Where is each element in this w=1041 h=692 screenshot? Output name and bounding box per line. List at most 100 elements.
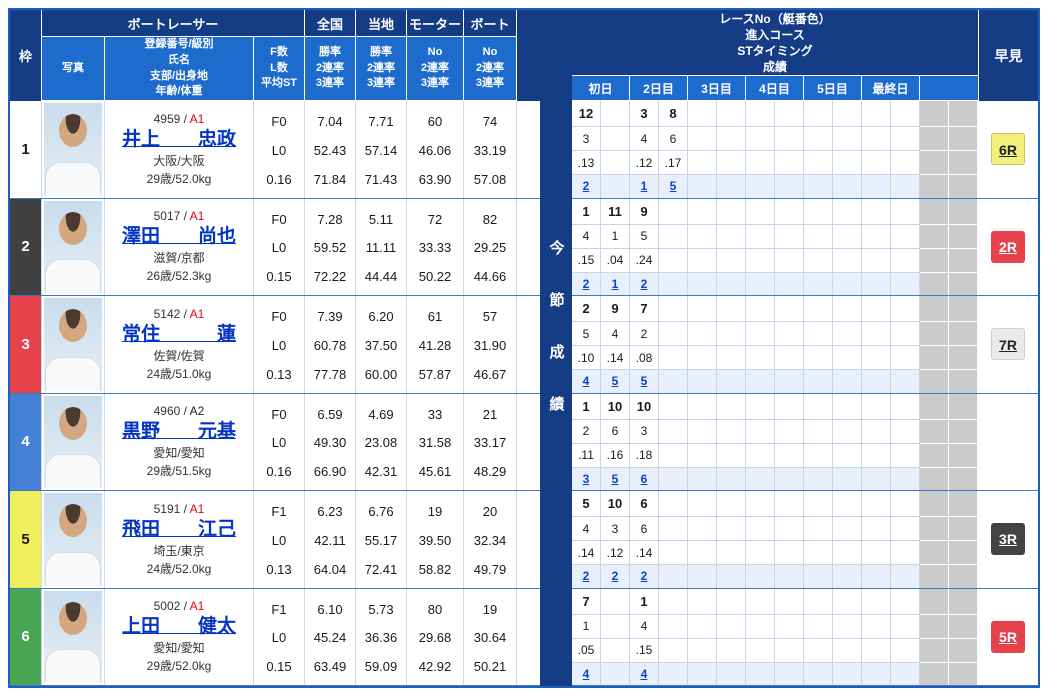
result-cell xyxy=(833,467,862,490)
motor-3rate: 58.82 xyxy=(418,561,452,577)
hayami-race-link[interactable]: 2R xyxy=(991,230,1025,263)
hayami-race-link[interactable]: 5R xyxy=(991,620,1025,653)
race-cell xyxy=(717,198,746,225)
race-cell xyxy=(659,588,688,615)
result-cell: 1 xyxy=(630,175,659,198)
racer-table: 枠 ボートレーサー 全国 当地 モーター ボート 写真 登録番号/級別 氏名 支… xyxy=(10,10,540,686)
race-cell: 3 xyxy=(630,101,659,127)
course-cell xyxy=(775,322,804,346)
result-link[interactable]: 2 xyxy=(582,569,590,584)
race-cell: 6 xyxy=(630,491,659,517)
race-cell xyxy=(949,296,978,322)
st-cell: .08 xyxy=(630,346,659,370)
f-count: F1 xyxy=(271,601,287,617)
hayami-race-link[interactable]: 3R xyxy=(991,523,1025,556)
national-win-rate: 6.59 xyxy=(317,406,343,422)
racer-name-link[interactable]: 黒野 元基 xyxy=(121,421,236,443)
row-spacer xyxy=(517,199,540,296)
course-cell xyxy=(775,419,804,444)
result-cell xyxy=(659,565,688,588)
st-cell: .12 xyxy=(601,541,630,565)
course-cell xyxy=(688,322,717,346)
racer-name-link[interactable]: 井上 忠政 xyxy=(121,128,236,150)
racer-name-link[interactable]: 常住 蓮 xyxy=(121,323,236,345)
boat-stats: 74 33.19 57.08 xyxy=(464,101,517,198)
f-count: F0 xyxy=(271,406,287,422)
race-cell xyxy=(688,491,717,517)
result-link[interactable]: 2 xyxy=(611,569,619,584)
course-cell xyxy=(804,517,833,541)
header-motor-rates: No 2連率 3連率 xyxy=(407,37,464,101)
course-cell xyxy=(862,419,891,444)
result-link[interactable]: 5 xyxy=(611,471,619,486)
st-cell xyxy=(775,638,804,663)
registration-line: 5017 / A1 xyxy=(154,209,205,223)
boat-2rate: 33.17 xyxy=(473,435,507,451)
course-cell: 4 xyxy=(630,614,659,639)
result-link[interactable]: 2 xyxy=(640,569,648,584)
result-link[interactable]: 3 xyxy=(582,471,590,486)
race-grid-row: 1 11 9 4 1 5.15.04.24 2 1 2 xyxy=(572,198,978,296)
age-weight: 24歳/52.0kg xyxy=(146,561,212,576)
national-3rate: 66.90 xyxy=(313,464,347,479)
boat-stats: 82 29.25 44.66 xyxy=(464,198,517,295)
motor-2rate: 46.06 xyxy=(418,142,452,158)
racer-name-link[interactable]: 澤田 尚也 xyxy=(121,226,236,248)
result-link[interactable]: 1 xyxy=(611,276,619,291)
st-cell: .10 xyxy=(572,346,601,370)
result-link[interactable]: 2 xyxy=(582,276,590,291)
boat-2rate: 31.90 xyxy=(473,337,507,353)
boat-2rate: 29.25 xyxy=(473,240,507,256)
racer-name-link[interactable]: 飛田 江己 xyxy=(121,518,236,540)
boat-number: 20 xyxy=(482,504,498,519)
race-cell xyxy=(920,588,949,615)
result-cell xyxy=(949,175,978,198)
race-cell xyxy=(891,491,920,517)
result-cell: 4 xyxy=(630,662,659,685)
course-cell xyxy=(688,419,717,444)
result-cell: 5 xyxy=(659,175,688,198)
course-cell xyxy=(949,127,978,151)
header-national-rates: 勝率 2連率 3連率 xyxy=(305,37,356,101)
result-link[interactable]: 4 xyxy=(582,374,590,389)
local-3rate: 59.09 xyxy=(364,659,398,674)
race-cell: 8 xyxy=(659,101,688,127)
race-cell xyxy=(717,491,746,517)
course-cell xyxy=(949,224,978,249)
result-link[interactable]: 5 xyxy=(640,374,648,389)
result-cell xyxy=(920,272,949,295)
course-cell: 4 xyxy=(572,224,601,249)
race-cell xyxy=(833,393,862,420)
national-stats: 6.59 49.30 66.90 xyxy=(305,393,356,490)
result-link[interactable]: 1 xyxy=(640,179,648,194)
result-cell xyxy=(920,565,949,588)
result-cell: 5 xyxy=(601,370,630,393)
st-cell: .15 xyxy=(630,638,659,663)
race-cell xyxy=(775,588,804,615)
result-link[interactable]: 2 xyxy=(640,276,648,291)
result-link[interactable]: 4 xyxy=(582,666,590,681)
result-link[interactable]: 5 xyxy=(611,374,619,389)
national-win-rate: 6.23 xyxy=(317,504,343,519)
result-cell xyxy=(746,370,775,393)
result-link[interactable]: 6 xyxy=(640,471,648,486)
national-win-rate: 7.28 xyxy=(317,211,343,227)
course-cell xyxy=(775,224,804,249)
st-cell xyxy=(804,443,833,468)
result-link[interactable]: 4 xyxy=(640,666,648,681)
race-card-board: 枠 ボートレーサー 全国 当地 モーター ボート 写真 登録番号/級別 氏名 支… xyxy=(8,8,1040,688)
race-grid-row: 1 10 10 2 6 3.11.16.18 3 5 6 xyxy=(572,393,978,491)
race-cell: 12 xyxy=(572,101,601,127)
racer-profile: 4959 / A1 井上 忠政 大阪/大阪 29歳/52.0kg xyxy=(105,101,254,198)
result-cell xyxy=(862,662,891,685)
hayami-race-link[interactable]: 7R xyxy=(991,328,1025,361)
hayami-race-link[interactable]: 6R xyxy=(991,133,1025,166)
result-link[interactable]: 2 xyxy=(582,179,590,194)
st-cell xyxy=(920,346,949,370)
course-cell xyxy=(659,322,688,346)
result-link[interactable]: 5 xyxy=(669,179,677,194)
motor-3rate: 57.87 xyxy=(418,366,452,382)
racer-name-link[interactable]: 上田 健太 xyxy=(121,616,236,638)
boat-number: 74 xyxy=(482,114,498,129)
course-cell: 4 xyxy=(601,322,630,346)
